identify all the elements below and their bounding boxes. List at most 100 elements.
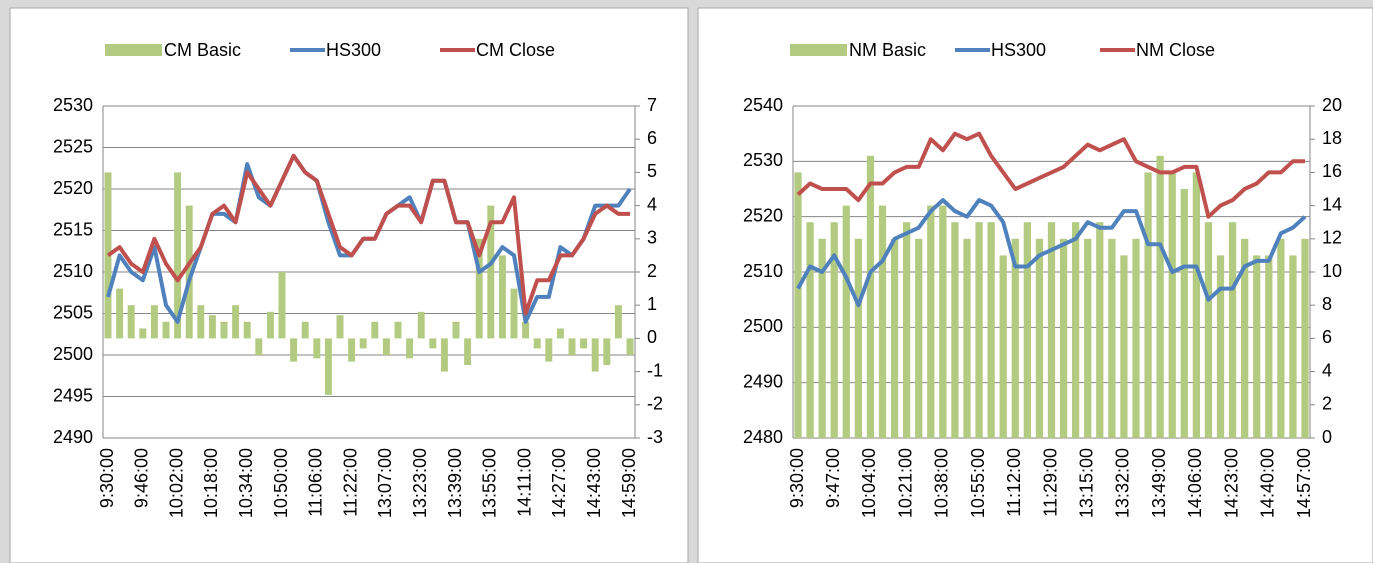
bar [150, 305, 158, 339]
bar [440, 338, 448, 372]
x-tick-label: 14:06:00 [1185, 448, 1205, 518]
bar [1035, 238, 1044, 438]
y-tick-label: 2525 [53, 136, 93, 156]
x-tick-label: 9:47:00 [823, 448, 843, 508]
x-tick-label: 14:43:00 [584, 448, 604, 518]
y2-tick-label: 7 [647, 95, 657, 115]
y2-tick-label: 0 [1322, 427, 1332, 447]
bar [1216, 255, 1225, 438]
line-series [796, 131, 1305, 219]
bar [963, 238, 971, 438]
x-tick-label: 14:40:00 [1258, 448, 1278, 518]
x-tick-label: 13:07:00 [375, 448, 395, 518]
legend-label: CM Close [476, 40, 555, 60]
x-tick-label: 13:55:00 [480, 448, 500, 518]
y2-tick-label: 14 [1322, 194, 1342, 214]
bar [1253, 255, 1261, 438]
x-tick-label: 14:11:00 [514, 448, 534, 517]
bar [139, 328, 147, 339]
x-tick-label: 10:21:00 [895, 448, 915, 518]
bar [603, 338, 611, 365]
y-tick-label: 2490 [743, 371, 783, 391]
bar [939, 205, 947, 438]
y2-tick-label: 20 [1322, 95, 1342, 115]
y2-tick-label: 18 [1322, 128, 1342, 148]
bar [127, 305, 135, 339]
bar [890, 238, 899, 438]
y2-tick-label: 5 [647, 161, 657, 181]
line-series [106, 153, 630, 316]
bar [533, 338, 541, 349]
x-tick-label: 10:55:00 [968, 448, 988, 518]
x-tick-label: 14:23:00 [1221, 448, 1241, 518]
y-tick-label: 2480 [743, 427, 783, 447]
y-tick-label: 2490 [53, 427, 93, 447]
bar [1180, 189, 1188, 438]
bar [626, 338, 634, 355]
x-tick-label: 10:02:00 [166, 448, 186, 518]
bar [429, 338, 437, 349]
x-tick-label: 11:12:00 [1004, 448, 1024, 517]
bar [999, 255, 1007, 438]
bar [116, 288, 124, 339]
x-tick-label: 11:06:00 [306, 448, 326, 517]
x-tick-label: 13:32:00 [1113, 448, 1133, 518]
bar [324, 338, 332, 395]
x-tick-label: 9:46:00 [132, 448, 152, 508]
bar [1108, 238, 1116, 438]
bar [975, 222, 983, 438]
bar [854, 238, 862, 438]
bar [842, 205, 850, 438]
y-tick-label: 2510 [743, 261, 783, 281]
bar [927, 205, 935, 438]
bar [806, 222, 814, 438]
x-tick-label: 13:39:00 [445, 448, 465, 518]
x-tick-label: 11:22:00 [340, 448, 360, 517]
bar [475, 238, 483, 339]
y2-tick-label: 12 [1322, 228, 1342, 248]
bar [987, 222, 995, 438]
left-panel [9, 7, 689, 563]
x-tick-label: 14:59:00 [619, 448, 639, 518]
bar [197, 305, 205, 339]
bar [220, 321, 228, 339]
bar [878, 205, 887, 438]
legend-label: HS300 [326, 40, 381, 60]
bar [371, 321, 379, 339]
bar [1072, 222, 1080, 438]
y-tick-label: 2495 [53, 385, 93, 405]
bar [232, 305, 240, 339]
bar [313, 338, 321, 359]
y2-tick-label: 3 [647, 228, 657, 248]
bar [255, 338, 263, 355]
y2-tick-label: 16 [1322, 161, 1342, 181]
bar [243, 321, 251, 339]
bar [1265, 255, 1273, 438]
y-tick-label: 2500 [53, 344, 93, 364]
bar [301, 321, 309, 339]
bar [545, 338, 553, 362]
legend-swatch [790, 44, 847, 56]
bar [1023, 222, 1031, 438]
bar [498, 255, 506, 339]
bar [1120, 255, 1128, 438]
y2-tick-label: 6 [1322, 327, 1332, 347]
legend-swatch [105, 44, 162, 56]
y-tick-label: 2530 [53, 95, 93, 115]
y2-tick-label: 6 [647, 128, 657, 148]
bar [1047, 222, 1056, 438]
bar [1241, 238, 1249, 438]
bar [510, 288, 518, 339]
x-tick-label: 14:27:00 [549, 448, 569, 518]
x-tick-label: 13:49:00 [1149, 448, 1169, 518]
bar [915, 238, 923, 438]
bar [290, 338, 298, 362]
y2-tick-label: 0 [647, 327, 657, 347]
legend-label: CM Basic [164, 40, 241, 60]
bar [278, 272, 286, 339]
y2-tick-label: -2 [647, 394, 663, 414]
x-tick-label: 13:23:00 [410, 448, 430, 518]
bar [266, 311, 274, 339]
